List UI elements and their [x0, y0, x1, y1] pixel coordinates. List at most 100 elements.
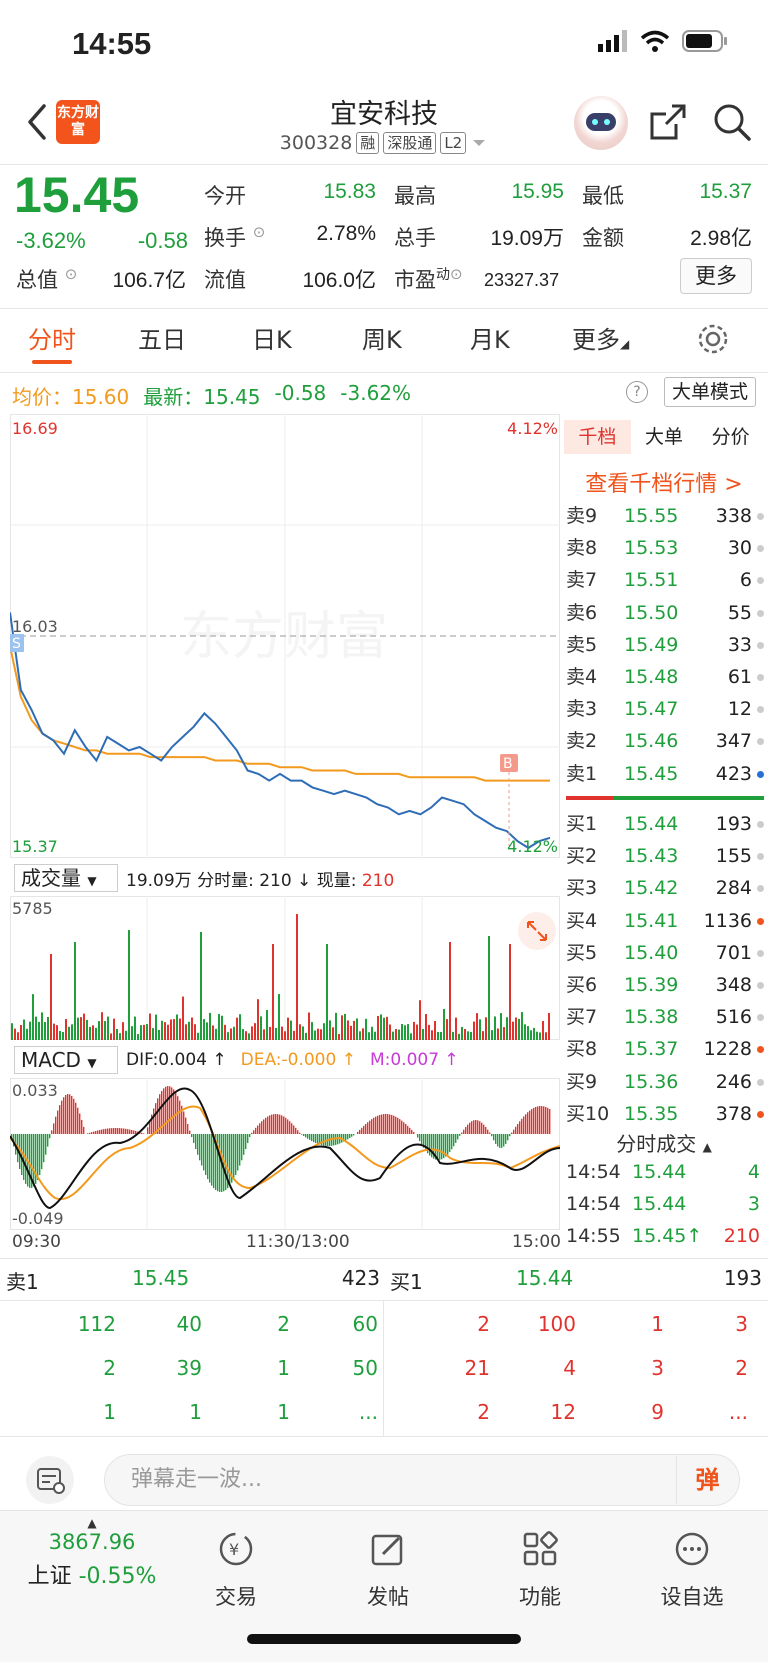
more-quote-button[interactable]: 更多: [680, 258, 752, 294]
tab-daily-k[interactable]: 日K: [252, 326, 292, 354]
danmaku-send-button[interactable]: 弹: [676, 1456, 738, 1504]
search-icon[interactable]: [712, 102, 752, 142]
bid-row[interactable]: 买7 15.38 516: [566, 1001, 764, 1033]
macd-bar: [183, 1111, 185, 1134]
bid-row[interactable]: 买9 15.36 246: [566, 1066, 764, 1098]
ask-price: 15.50: [624, 601, 679, 624]
macd-indicator-select[interactable]: MACD ▼: [14, 1046, 118, 1074]
macd-bar: [141, 1132, 143, 1134]
bid-row[interactable]: 买10 15.35 378: [566, 1098, 764, 1130]
index-widget[interactable]: ▲ 3867.96 上证 -0.55%: [22, 1516, 162, 1590]
share-icon[interactable]: [648, 102, 688, 142]
volume-bar: [122, 1022, 124, 1040]
ask-level: 卖7: [566, 569, 598, 592]
info-icon[interactable]: ⊙: [252, 223, 266, 241]
tab-five-day[interactable]: 五日: [138, 326, 186, 354]
nav-functions[interactable]: 功能: [480, 1530, 600, 1611]
volume-bar: [476, 1013, 478, 1040]
volume-chart[interactable]: 5785: [10, 896, 560, 1040]
macd-bar: [293, 1125, 295, 1134]
ask-row[interactable]: 卖9 15.55 338: [566, 500, 764, 532]
macd-bar: [193, 1134, 195, 1144]
settings-gear-icon[interactable]: [696, 322, 730, 356]
x-label-close: 15:00: [512, 1232, 561, 1252]
tab-more[interactable]: 更多◢: [572, 326, 630, 354]
volume-indicator-select[interactable]: 成交量 ▼: [14, 864, 118, 892]
ask-dot: [757, 577, 764, 585]
ask-row[interactable]: 卖2 15.46 347: [566, 725, 764, 757]
ask-row[interactable]: 卖3 15.47 12: [566, 693, 764, 725]
danmaku-settings-icon[interactable]: [26, 1456, 74, 1504]
tag-margin: 融: [356, 132, 380, 154]
nav-trade[interactable]: ¥ 交易: [176, 1530, 296, 1611]
volume-bar: [107, 1016, 109, 1040]
tab-weekly-k[interactable]: 周K: [362, 326, 402, 354]
macd-bar: [487, 1129, 489, 1134]
macd-bar: [53, 1123, 55, 1134]
help-icon[interactable]: ?: [626, 381, 648, 403]
ask-row[interactable]: 卖4 15.48 61: [566, 661, 764, 693]
expand-button[interactable]: [518, 912, 556, 950]
bid-row[interactable]: 买8 15.37 1228: [566, 1033, 764, 1065]
volume-bar: [482, 1031, 484, 1040]
bid-price: 15.37: [624, 1038, 679, 1061]
ask-row[interactable]: 卖8 15.53 30: [566, 532, 764, 564]
dropdown-icon[interactable]: [470, 137, 488, 149]
macd-chart[interactable]: 0.033 -0.049: [10, 1078, 560, 1230]
macd-bar: [79, 1113, 81, 1134]
volume-bar: [74, 942, 76, 1040]
stock-subtitle[interactable]: 300328 融 深股通 L2: [0, 132, 768, 154]
buy-queue-cell: 1: [651, 1312, 664, 1336]
assistant-robot-icon[interactable]: [574, 96, 628, 150]
buy-queue-cell: 9: [651, 1400, 664, 1424]
volume-bar: [284, 1031, 286, 1040]
ask-row[interactable]: 卖5 15.49 33: [566, 629, 764, 661]
macd-bar: [367, 1122, 369, 1134]
pe-label: 市盈动⊙: [394, 265, 463, 292]
tab-monthly-k[interactable]: 月K: [470, 326, 510, 354]
macd-bar: [209, 1134, 211, 1183]
tab-big-order[interactable]: 大单: [645, 426, 684, 448]
prev-close-label: 16.03: [12, 617, 58, 636]
open-label: 今开: [204, 184, 246, 208]
bid-row[interactable]: 买4 15.41 1136: [566, 905, 764, 937]
stock-name[interactable]: 宜安科技: [330, 99, 438, 130]
volume-bar: [98, 1021, 100, 1040]
bid-row[interactable]: 买6 15.39 348: [566, 969, 764, 1001]
qiandang-link[interactable]: 查看千档行情 >: [585, 472, 743, 497]
ask-row[interactable]: 卖1 15.45 423: [566, 758, 764, 790]
info-icon[interactable]: ⊙: [64, 265, 78, 283]
bid-row[interactable]: 买2 15.43 155: [566, 840, 764, 872]
back-icon[interactable]: [22, 100, 52, 144]
info-icon[interactable]: ⊙: [450, 265, 463, 283]
volume-bar: [452, 1031, 454, 1040]
volume-bar: [62, 1032, 64, 1040]
volume-bar: [533, 1027, 535, 1040]
macd-bar: [249, 1134, 251, 1138]
ask-volume: 6: [739, 569, 752, 592]
ask-price: 15.55: [624, 505, 679, 527]
tab-intraday[interactable]: 分时: [28, 326, 76, 354]
macd-bar: [537, 1106, 539, 1134]
ask-row[interactable]: 卖6 15.50 55: [566, 597, 764, 629]
ask-row[interactable]: 卖7 15.51 6: [566, 564, 764, 596]
bid-row[interactable]: 买1 15.44 193: [566, 808, 764, 840]
b-marker[interactable]: [500, 754, 518, 772]
tab-qiandang[interactable]: 千档: [564, 420, 631, 454]
tab-price-distribution[interactable]: 分价: [711, 426, 750, 448]
nav-post[interactable]: 发帖: [328, 1530, 448, 1611]
bid-dot: [757, 1078, 764, 1086]
s-marker[interactable]: [10, 634, 24, 652]
volume-bar: [383, 1017, 385, 1040]
macd-bar: [227, 1134, 229, 1189]
nav-add-watchlist[interactable]: 设自选: [632, 1530, 752, 1611]
intraday-chart[interactable]: 东方财富 S B 16.69 4.12% 16.03 15.37 4.12%: [10, 414, 560, 858]
bid-row[interactable]: 买3 15.42 284: [566, 872, 764, 904]
sell-queue-cell: 39: [176, 1356, 202, 1380]
bid-row[interactable]: 买5 15.40 701: [566, 937, 764, 969]
macd-bar: [163, 1088, 165, 1134]
buy-queue-cell: 3: [651, 1356, 664, 1380]
big-order-mode-button[interactable]: 大单模式: [664, 377, 756, 407]
deals-title[interactable]: 分时成交 ▲: [616, 1132, 712, 1156]
danmaku-input[interactable]: 弹幕走一波...: [104, 1454, 740, 1506]
